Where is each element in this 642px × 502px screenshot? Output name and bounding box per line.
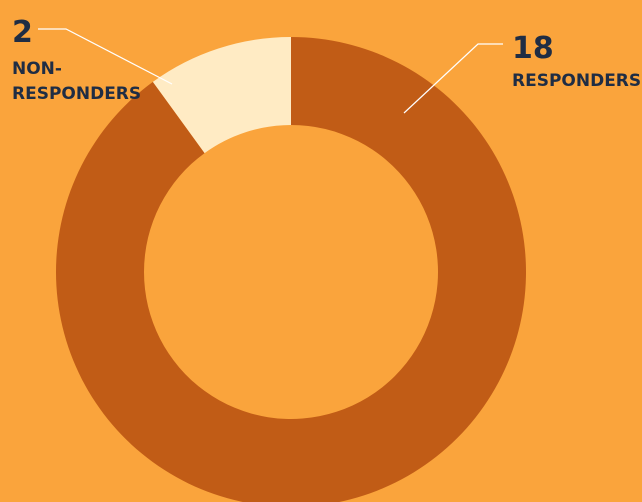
data-label-non-responders-value: 2 — [12, 15, 33, 50]
leader-line-responders — [403, 43, 503, 114]
data-label-responders-text: RESPONDERS — [512, 71, 641, 91]
data-label-non-responders-text-1: NON- — [12, 59, 62, 79]
slice-group — [56, 37, 526, 502]
leader-line-non-responders — [38, 28, 173, 85]
leader-line-group — [38, 28, 503, 114]
slice-nonresponders — [152, 37, 291, 154]
data-label-non-responders-text-2: RESPONDERS — [12, 84, 141, 104]
data-label-responders-value: 18 — [512, 31, 554, 66]
label-group: 18 RESPONDERS 2 NON- RESPONDERS — [12, 15, 641, 104]
slice-responders — [56, 37, 526, 502]
